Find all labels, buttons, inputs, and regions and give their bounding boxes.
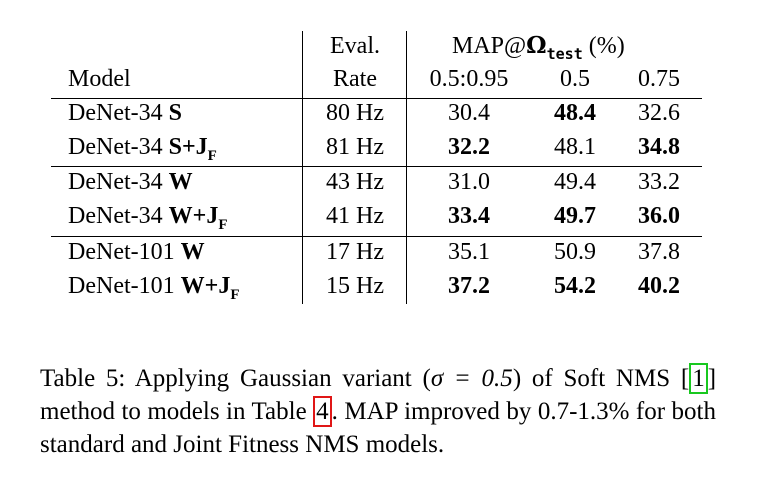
table-row-model: DeNet-34 W+JF [68,203,228,233]
table-row-map-0595: 31.0 [448,169,490,195]
table-row-map-0595: 37.2 [448,273,490,299]
table-row-model: DeNet-34 S+JF [68,134,217,164]
table-row-rate: 15 Hz [326,273,384,299]
table-row-map-05: 50.9 [554,239,596,265]
table-row-map-075: 37.8 [638,239,680,265]
table-row-map-05: 49.4 [554,169,596,195]
table-row-rate: 81 Hz [326,134,384,160]
results-table: Eval. MAP@Ωtest (%) Model Rate 0.5:0.95 … [51,31,702,304]
table-row-model: DeNet-34 S [68,100,182,126]
header-rate: Rate [333,66,377,92]
table-row-rate: 17 Hz [326,239,384,265]
table-row-map-0595: 33.4 [448,203,490,229]
table-row-map-0595: 35.1 [448,239,490,265]
table-row-map-05: 48.4 [554,100,596,126]
table-row-rate: 80 Hz [326,100,384,126]
header-eval: Eval. [330,33,380,59]
table-row-rate: 43 Hz [326,169,384,195]
table-row-map-05: 49.7 [554,203,596,229]
header-map: MAP@Ωtest (%) [452,32,625,63]
table-row-map-05: 48.1 [554,134,596,160]
table-row-map-075: 34.8 [638,134,680,160]
header-col-0595: 0.5:0.95 [429,66,509,92]
omega-symbol: Ω [526,32,547,59]
group-rule-1 [51,166,702,167]
table-row-map-075: 33.2 [638,169,680,195]
column-divider-1 [302,31,303,304]
table-row-map-075: 36.0 [638,203,680,229]
table-row-model: DeNet-34 W [68,169,193,195]
table-row-rate: 41 Hz [326,203,384,229]
table-ref-link[interactable]: 4 [313,396,332,427]
column-divider-2 [406,31,407,304]
table-row-map-0595: 32.2 [448,134,490,160]
group-rule-2 [51,236,702,237]
citation-link[interactable]: 1 [689,363,708,394]
header-rule [51,98,702,99]
sigma-expression: σ = 0.5 [430,365,513,392]
table-row-map-0595: 30.4 [448,100,490,126]
table-row-model: DeNet-101 W [68,239,205,265]
table-row-model: DeNet-101 W+JF [68,273,240,303]
table-row-map-075: 40.2 [638,273,680,299]
header-col-075: 0.75 [638,66,680,92]
header-model: Model [68,66,131,92]
table-caption: Table 5: Applying Gaussian variant (σ = … [40,363,717,458]
header-col-05: 0.5 [560,66,590,92]
table-row-map-05: 54.2 [554,273,596,299]
table-row-map-075: 32.6 [638,100,680,126]
